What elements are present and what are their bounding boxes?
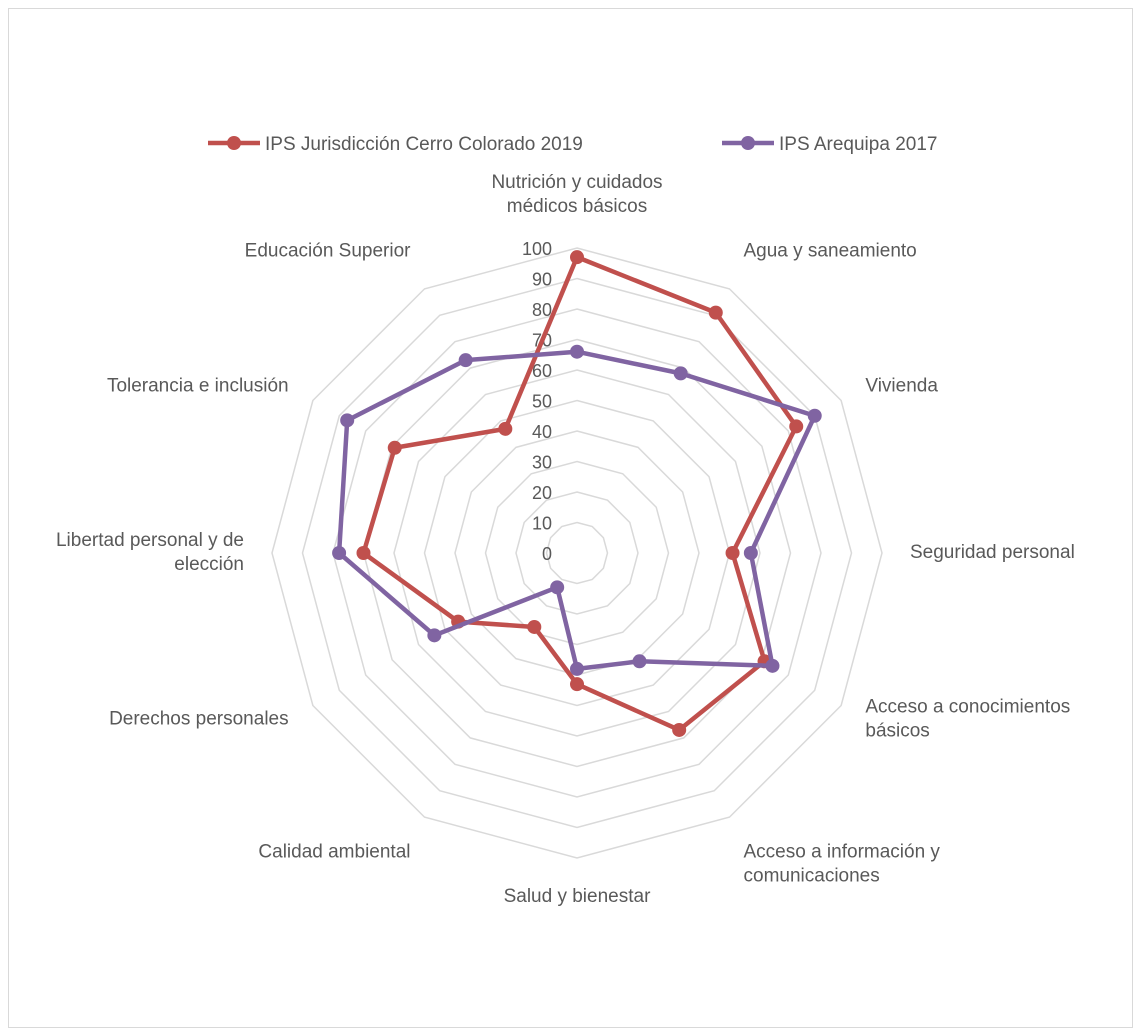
- grid-ring: [393, 369, 761, 737]
- category-label: Agua y saneamiento: [744, 241, 917, 262]
- grid-ring: [545, 521, 609, 585]
- category-label: Nutrición y cuidados médicos básicos: [491, 172, 662, 217]
- legend-label: IPS Jurisdicción Cerro Colorado 2019: [265, 134, 583, 155]
- tick-label: 40: [532, 422, 552, 442]
- legend-marker: [227, 136, 241, 150]
- data-point: [332, 546, 347, 560]
- tick-label: 10: [532, 514, 552, 534]
- category-label: Tolerancia e inclusión: [107, 376, 289, 397]
- grid-ring: [423, 399, 731, 707]
- category-label: Calidad ambiental: [258, 841, 410, 862]
- data-point: [672, 722, 687, 737]
- data-point: [570, 250, 584, 265]
- grid-ring: [454, 430, 700, 676]
- data-point: [458, 353, 473, 368]
- data-point: [356, 546, 371, 560]
- data-point: [570, 677, 584, 692]
- category-label: Acceso a información y comunicaciones: [744, 841, 941, 886]
- tick-label: 80: [532, 300, 552, 320]
- category-label: Seguridad personal: [910, 542, 1075, 563]
- tick-label: 50: [532, 392, 552, 412]
- legend: IPS Jurisdicción Cerro Colorado 2019 IPS …: [208, 134, 937, 155]
- data-point: [632, 654, 647, 669]
- category-label: Salud y bienestar: [504, 886, 651, 907]
- category-label: Derechos personales: [109, 709, 289, 730]
- grid-ring: [515, 491, 639, 615]
- tick-label: 90: [532, 270, 552, 290]
- data-point: [673, 366, 688, 381]
- data-point: [570, 661, 584, 676]
- series-line: [361, 254, 799, 733]
- grid-ring: [271, 247, 883, 859]
- data-point: [807, 408, 822, 423]
- grid-ring: [332, 308, 822, 798]
- category-label: Libertad personal y de elección: [56, 530, 244, 575]
- category-label: Educación Superior: [245, 241, 411, 262]
- data-point: [570, 344, 584, 359]
- category-label: Acceso a conocimientos básicos: [865, 697, 1070, 742]
- data-series: [332, 250, 822, 737]
- tick-label: 100: [522, 239, 552, 259]
- data-point: [550, 580, 565, 595]
- grid-ring: [484, 460, 670, 646]
- data-point: [765, 658, 780, 673]
- data-point: [743, 546, 758, 560]
- legend-label: IPS Arequipa 2017: [779, 134, 937, 155]
- data-point: [725, 546, 740, 560]
- tick-label: 20: [532, 483, 552, 503]
- data-point: [789, 419, 804, 434]
- data-point: [427, 628, 442, 643]
- legend-marker: [741, 136, 755, 150]
- series-line: [336, 349, 817, 672]
- data-point: [387, 440, 402, 455]
- tick-label: 60: [532, 361, 552, 381]
- data-point: [340, 413, 355, 428]
- chart-frame: [8, 8, 1133, 1028]
- data-point: [708, 305, 723, 320]
- tick-label: 30: [532, 453, 552, 473]
- tick-label: 0: [542, 544, 552, 564]
- category-labels: Nutrición y cuidados médicos básicos Agua …: [56, 172, 1075, 907]
- category-label: Vivienda: [865, 376, 938, 397]
- data-point: [527, 619, 542, 634]
- grid-ring: [301, 277, 853, 829]
- data-point: [498, 421, 513, 436]
